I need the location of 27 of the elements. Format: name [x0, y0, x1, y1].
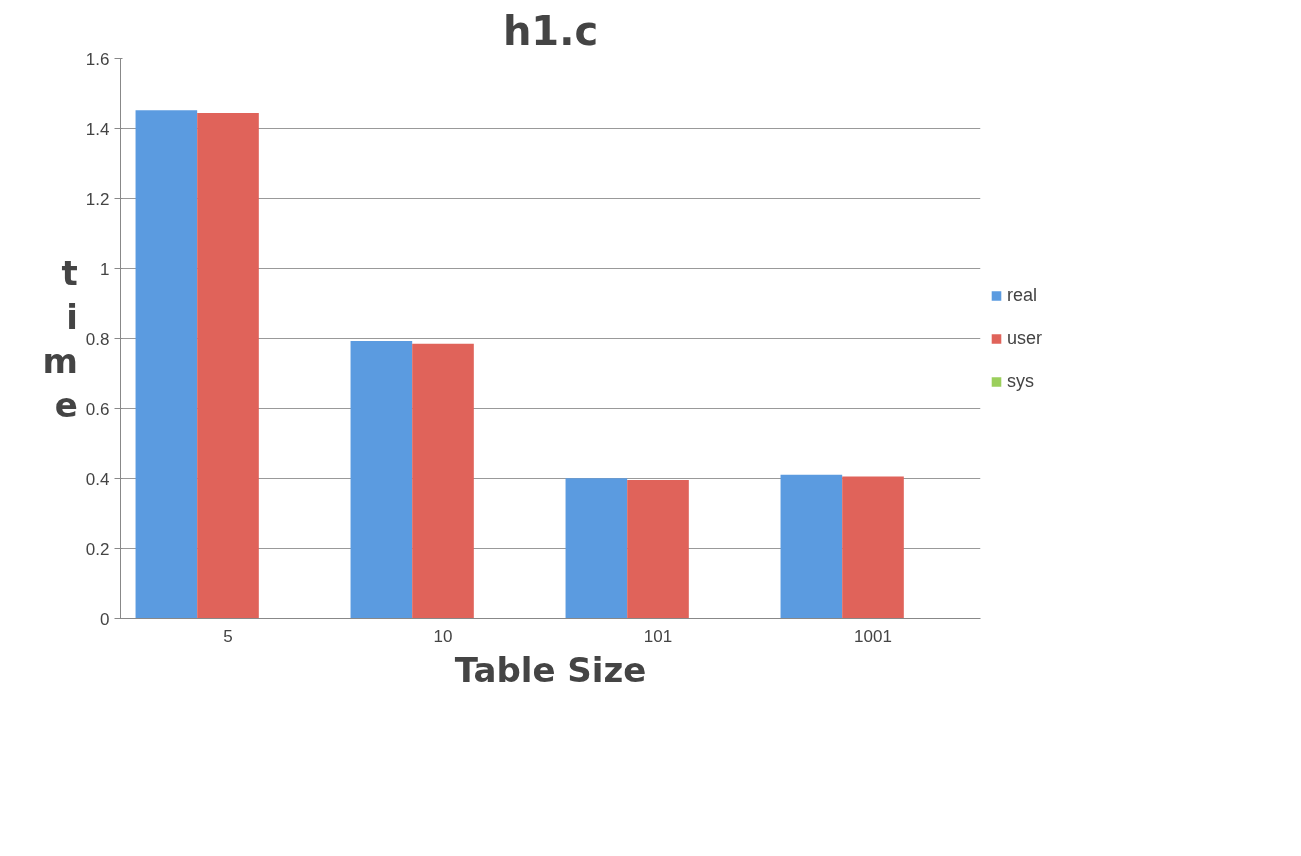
bar: [350, 340, 413, 619]
bar: [197, 113, 259, 619]
y-tick-label: 0.6: [85, 399, 110, 419]
x-tick-label: 101: [643, 626, 673, 646]
legend-label: real: [1007, 284, 1038, 306]
x-axis-title: Table Size: [454, 649, 647, 690]
legend-label: user: [1007, 327, 1043, 349]
bar: [565, 478, 628, 619]
y-tick-label: 1.4: [85, 119, 110, 139]
y-tick-label: 0.4: [85, 469, 110, 489]
bar: [780, 474, 843, 619]
bar: [627, 479, 689, 619]
x-tick-label: 5: [223, 626, 233, 646]
y-axis-title: time: [42, 252, 78, 425]
bar: [135, 110, 198, 619]
x-tick-label: 10: [433, 626, 453, 646]
y-tick-label: 1.6: [85, 49, 110, 69]
x-tick-label: 1001: [854, 626, 892, 646]
bar: [842, 476, 904, 619]
y-tick-label: 0: [100, 609, 110, 629]
y-tick-label: 0.8: [85, 329, 110, 349]
bar: [412, 343, 474, 619]
y-tick-label: 0.2: [85, 539, 110, 559]
y-tick-label: 1.2: [85, 189, 110, 209]
chart-title: h1.c: [502, 7, 599, 54]
legend-label: sys: [1007, 370, 1034, 392]
y-tick-label: 1: [100, 259, 110, 279]
